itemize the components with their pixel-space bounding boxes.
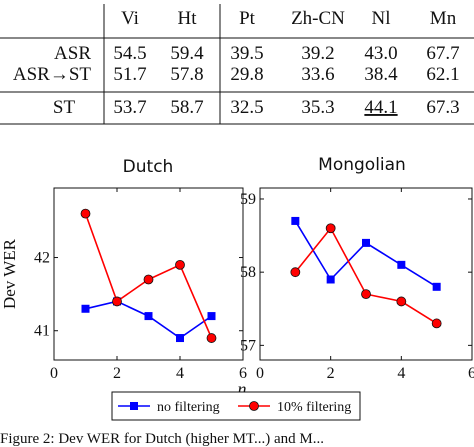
tick-group: 0 2 4 6 41 42 [34, 188, 247, 382]
chart-mongolian: Mongolian 0 2 4 6 57 58 59 [240, 155, 474, 382]
y-tick-label: 58 [240, 264, 256, 281]
y-tick-label: 42 [34, 250, 50, 267]
table-cell: 57.8 [170, 64, 203, 85]
data-point-circle [206, 333, 217, 343]
table-cell: 38.4 [364, 64, 398, 85]
data-point-circle [361, 289, 371, 300]
x-tick-label: 4 [176, 365, 184, 382]
data-point-circle [431, 318, 442, 329]
table-cell: 29.8 [230, 64, 263, 85]
y-axis-label: Dev WER [0, 238, 19, 309]
legend-square-marker [130, 402, 138, 410]
x-tick-label: 4 [397, 365, 405, 382]
table-cell-underlined: 44.1 [364, 97, 397, 118]
data-point-square [81, 304, 90, 313]
table-cell: 35.3 [301, 97, 334, 118]
column-header: Mn [430, 8, 457, 29]
data-point-circle [112, 296, 122, 307]
data-point-square [291, 216, 300, 225]
data-point-circle [175, 259, 185, 270]
table-cell: 39.2 [301, 43, 334, 64]
data-point-circle [290, 267, 301, 278]
table-cell: 32.5 [230, 97, 263, 118]
legend-entry-10pct-filtering: 10% filtering [238, 400, 351, 415]
data-point-square [397, 260, 406, 269]
table-row: ASR 54.5 59.4 39.5 39.2 43.0 67.7 [54, 43, 460, 64]
legend-label: no filtering [157, 400, 220, 415]
x-tick-label: 6 [239, 365, 247, 382]
results-table: Vi Ht Pt Zh-CN Nl Mn ASR 54.5 59.4 39.5 … [0, 4, 474, 125]
table-row: ASR→ST 51.7 57.8 29.8 33.6 38.4 62.1 [13, 64, 460, 85]
data-point-square [207, 312, 216, 321]
column-header: Nl [372, 8, 391, 29]
table-cell: 39.5 [230, 43, 263, 64]
series-line [294, 220, 438, 288]
x-axis-label: n [238, 379, 247, 399]
table-header-row: Vi Ht Pt Zh-CN Nl Mn [121, 8, 457, 29]
table-cell: 67.3 [426, 97, 459, 118]
x-tick-label: 6 [468, 365, 474, 382]
column-header: Zh-CN [291, 8, 345, 29]
table-cell: 51.7 [113, 64, 146, 85]
table-cell: 62.1 [426, 64, 459, 85]
column-header: Ht [178, 8, 198, 29]
legend-entry-no-filtering: no filtering [118, 400, 220, 415]
chart-dutch: Dutch Dev WER 0 2 4 6 41 42 [0, 157, 247, 382]
data-point-circle [325, 223, 336, 234]
legend-circle-marker [249, 401, 259, 411]
data-point-square [144, 312, 153, 321]
x-tick-label: 0 [256, 365, 264, 382]
data-point-square [432, 282, 441, 291]
y-tick-label: 41 [34, 323, 50, 340]
x-tick-label: 0 [50, 365, 58, 382]
table-cell: 59.4 [170, 43, 204, 64]
chart-title: Dutch [123, 157, 174, 177]
data-point-square [326, 275, 335, 284]
legend-frame [111, 391, 361, 421]
table-cell: 58.7 [170, 97, 203, 118]
plot-frame [53, 187, 244, 361]
column-header: Vi [121, 8, 139, 29]
row-label: ASR [54, 43, 91, 64]
legend: no filtering 10% filtering [111, 391, 361, 421]
row-label: ST [53, 97, 76, 118]
series-group [290, 216, 442, 329]
x-tick-label: 2 [113, 365, 121, 382]
data-point-circle [143, 274, 154, 285]
x-tick-label: 2 [327, 365, 335, 382]
row-label: ASR→ST [13, 64, 92, 85]
data-point-square [176, 334, 184, 343]
tick-group: 0 2 4 6 57 58 59 [240, 188, 474, 382]
table-cell: 54.5 [113, 43, 146, 64]
data-point-circle [396, 296, 407, 307]
table-row: ST 53.7 58.7 32.5 35.3 44.1 67.3 [53, 97, 460, 118]
data-point-circle [80, 208, 91, 219]
y-tick-label: 57 [240, 337, 256, 354]
data-point-square [362, 238, 370, 247]
series-group [80, 208, 217, 343]
legend-label: 10% filtering [277, 400, 351, 415]
table-cell: 33.6 [301, 64, 334, 85]
wer-plots: Dutch Dev WER 0 2 4 6 41 42 Mongolian 0 2 4 6 57 5… [0, 155, 474, 447]
figure-caption: Figure 2: Dev WER for Dutch (higher MT..… [0, 431, 324, 447]
y-tick-label: 59 [240, 191, 256, 208]
column-header: Pt [239, 8, 256, 29]
plot-frame [259, 187, 473, 361]
table-cell: 53.7 [113, 97, 146, 118]
table-cell: 67.7 [426, 43, 459, 64]
table-cell: 43.0 [364, 43, 397, 64]
chart-title: Mongolian [318, 155, 406, 175]
